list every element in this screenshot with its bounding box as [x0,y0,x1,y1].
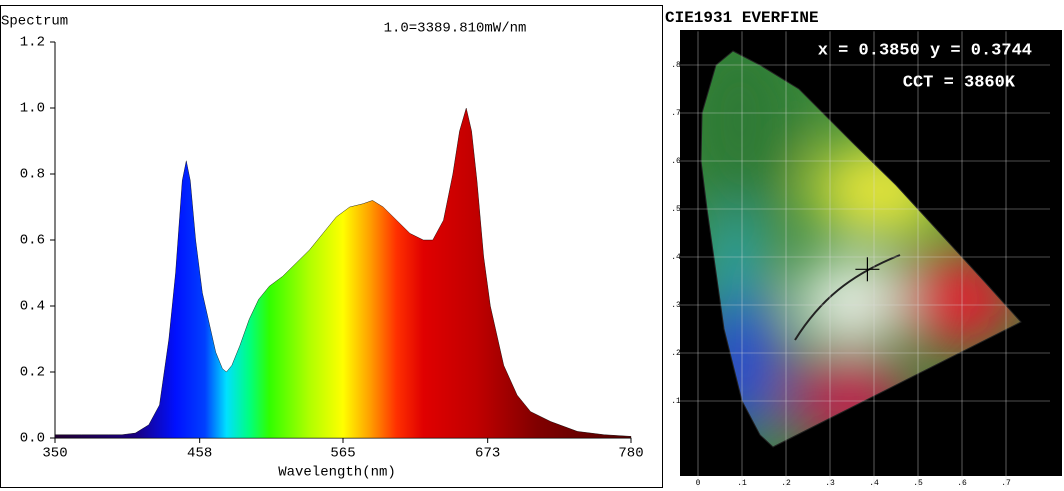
x-tick-label: 350 [42,446,67,462]
y-tick-label: 0.6 [20,233,45,249]
spectrum-area [54,107,632,439]
y-tick-label: .5 [671,205,681,214]
x-tick-label: 0 [696,479,701,488]
x-tick-label: 673 [475,446,500,462]
annotation: 1.0=3389.810mW/nm [384,21,527,37]
x-tick-label: .3 [825,479,835,488]
y-tick-label: 0.8 [20,167,45,183]
x-tick-label: .5 [913,479,923,488]
x-tick-label: .6 [957,479,967,488]
cie-title: CIE1931 EVERFINE [665,9,819,27]
y-tick-label: .8 [671,61,681,70]
y-tick-label: .1 [671,397,681,406]
cie-title-bg [664,8,868,28]
y-tick-label: .2 [671,349,681,358]
x-tick-label: .1 [737,479,747,488]
y-tick-label: 1.2 [20,35,45,51]
cie-annotation: x = 0.3850 y = 0.3744 [818,41,1032,60]
cie-annotation: CCT = 3860K [903,73,1016,92]
y-tick-label: .3 [671,301,681,310]
x-tick-label: .7 [1001,479,1011,488]
y-tick-label: 1.0 [20,101,45,117]
x-axis-label: Wavelength(nm) [278,465,396,481]
x-tick-label: 458 [187,446,212,462]
y-tick-label: .7 [671,109,681,118]
y-tick-label: .4 [671,253,681,262]
planckian-locus [794,254,901,341]
y-tick-label: 0.2 [20,365,45,381]
chromaticity-point [855,257,880,282]
x-tick-label: 565 [330,446,355,462]
panel-frame [0,5,663,488]
y-tick-label: 0.0 [20,431,45,447]
chart-title: Spectrum [1,14,68,30]
y-tick-label: 0.4 [20,299,45,315]
y-tick-label: .6 [671,157,681,166]
x-tick-label: .2 [781,479,791,488]
x-tick-label: .4 [869,479,879,488]
x-tick-label: 780 [618,446,643,462]
